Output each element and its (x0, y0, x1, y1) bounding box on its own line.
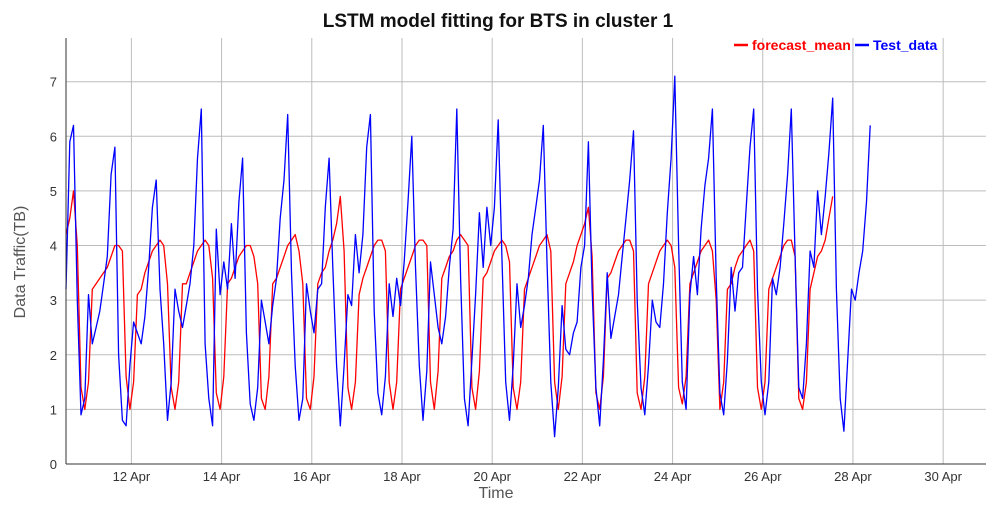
x-tick-label: 20 Apr (473, 469, 511, 484)
x-tick-label: 12 Apr (113, 469, 151, 484)
y-tick-label: 3 (50, 293, 57, 308)
grid (66, 38, 986, 465)
y-tick-label: 0 (50, 457, 57, 472)
y-tick-label: 6 (50, 129, 57, 144)
series-line-forecast-mean (65, 190, 834, 411)
y-tick-label: 4 (50, 239, 57, 254)
chart-title: LSTM model fitting for BTS in cluster 1 (323, 11, 674, 32)
y-tick-label: 1 (50, 402, 57, 417)
axes: 0 1 2 3 4 5 6 7 12 Apr 14 Apr 16 Apr 18 Apr 20 Apr 22… (50, 38, 986, 484)
x-tick-label: 14 Apr (203, 469, 241, 484)
x-tick-label: 30 Apr (924, 469, 962, 484)
x-tick-label: 18 Apr (383, 469, 421, 484)
x-axis-label: Time (479, 485, 514, 502)
x-tick-label: 16 Apr (293, 469, 331, 484)
x-tick-label: 28 Apr (834, 469, 872, 484)
y-axis-label: Data Traffic(TB) (12, 206, 29, 319)
legend: forecast_mean Test_data (734, 37, 938, 53)
x-tick-label: 22 Apr (564, 469, 602, 484)
legend-label: Test_data (873, 37, 938, 53)
series-lines (65, 75, 871, 438)
x-tick-label: 24 Apr (654, 469, 692, 484)
series-line-test-data (65, 75, 871, 438)
y-tick-label: 5 (50, 184, 57, 199)
y-tick-label: 7 (50, 75, 57, 90)
y-tick-label: 2 (50, 348, 57, 363)
legend-label: forecast_mean (752, 37, 851, 53)
x-tick-label: 26 Apr (744, 469, 782, 484)
